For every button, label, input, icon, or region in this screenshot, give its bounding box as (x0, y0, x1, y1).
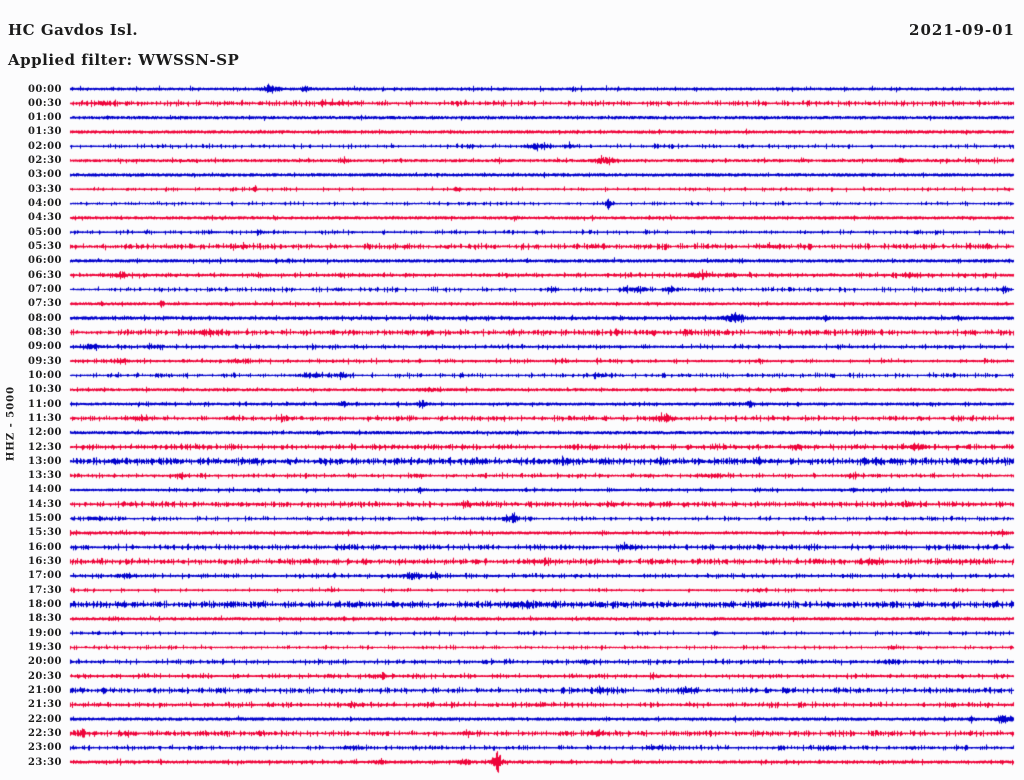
helicorder-traces (0, 0, 1024, 780)
